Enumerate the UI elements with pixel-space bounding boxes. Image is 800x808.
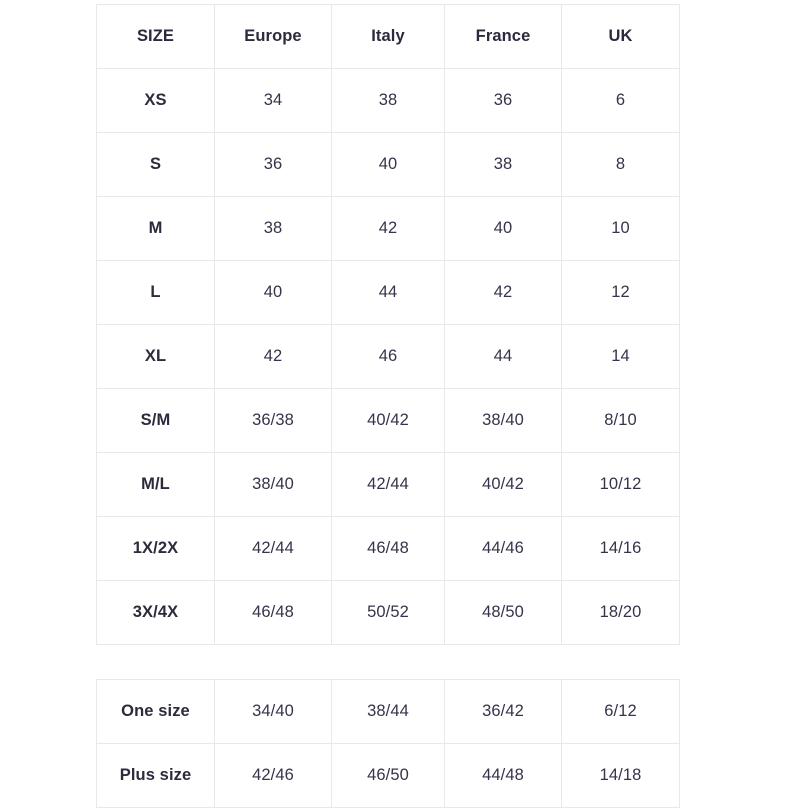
cell-italy: 42/44 (331, 452, 445, 517)
cell-size: XS (96, 68, 215, 133)
cell-uk: 6 (561, 68, 680, 133)
one-size-table: One size 34/40 38/44 36/42 6/12 Plus siz… (96, 679, 680, 808)
table-row: Plus size 42/46 46/50 44/48 14/18 (96, 743, 680, 808)
cell-europe: 42/46 (214, 743, 332, 808)
cell-italy: 38 (331, 68, 445, 133)
cell-france: 40/42 (444, 452, 562, 517)
cell-europe: 46/48 (214, 580, 332, 645)
table-header: SIZE Europe Italy France UK (96, 4, 680, 69)
table-body: XS 34 38 36 6 S 36 40 38 8 M 38 42 40 10 (96, 68, 680, 645)
cell-france: 36/42 (444, 679, 562, 744)
cell-italy: 40/42 (331, 388, 445, 453)
cell-uk: 18/20 (561, 580, 680, 645)
table-row: L 40 44 42 12 (96, 260, 680, 325)
table-body: One size 34/40 38/44 36/42 6/12 Plus siz… (96, 679, 680, 808)
cell-size: L (96, 260, 215, 325)
cell-italy: 46/48 (331, 516, 445, 581)
cell-france: 36 (444, 68, 562, 133)
cell-europe: 34 (214, 68, 332, 133)
standard-size-table: SIZE Europe Italy France UK XS 34 38 36 … (96, 4, 680, 645)
cell-france: 38 (444, 132, 562, 197)
cell-uk: 14/16 (561, 516, 680, 581)
cell-france: 44/46 (444, 516, 562, 581)
cell-italy: 46 (331, 324, 445, 389)
cell-size: Plus size (96, 743, 215, 808)
cell-size: S/M (96, 388, 215, 453)
cell-europe: 42 (214, 324, 332, 389)
cell-uk: 10 (561, 196, 680, 261)
column-header-europe: Europe (214, 4, 332, 69)
table-spacer (96, 645, 679, 679)
cell-uk: 14 (561, 324, 680, 389)
cell-italy: 38/44 (331, 679, 445, 744)
table-row: S 36 40 38 8 (96, 132, 680, 197)
cell-europe: 38/40 (214, 452, 332, 517)
table-row: 3X/4X 46/48 50/52 48/50 18/20 (96, 580, 680, 645)
cell-france: 42 (444, 260, 562, 325)
column-header-uk: UK (561, 4, 680, 69)
cell-europe: 42/44 (214, 516, 332, 581)
cell-europe: 34/40 (214, 679, 332, 744)
cell-uk: 10/12 (561, 452, 680, 517)
cell-uk: 6/12 (561, 679, 680, 744)
cell-france: 38/40 (444, 388, 562, 453)
cell-europe: 36 (214, 132, 332, 197)
table-row: One size 34/40 38/44 36/42 6/12 (96, 679, 680, 744)
cell-italy: 42 (331, 196, 445, 261)
cell-europe: 40 (214, 260, 332, 325)
cell-uk: 14/18 (561, 743, 680, 808)
cell-size: M (96, 196, 215, 261)
cell-size: 3X/4X (96, 580, 215, 645)
cell-size: One size (96, 679, 215, 744)
cell-france: 48/50 (444, 580, 562, 645)
cell-uk: 12 (561, 260, 680, 325)
cell-italy: 40 (331, 132, 445, 197)
header-row: SIZE Europe Italy France UK (96, 4, 680, 69)
cell-france: 40 (444, 196, 562, 261)
table-row: M/L 38/40 42/44 40/42 10/12 (96, 452, 680, 517)
table-row: M 38 42 40 10 (96, 196, 680, 261)
size-chart-container: SIZE Europe Italy France UK XS 34 38 36 … (96, 4, 680, 808)
table-row: S/M 36/38 40/42 38/40 8/10 (96, 388, 680, 453)
cell-size: S (96, 132, 215, 197)
column-header-italy: Italy (331, 4, 445, 69)
cell-france: 44/48 (444, 743, 562, 808)
cell-size: XL (96, 324, 215, 389)
cell-italy: 46/50 (331, 743, 445, 808)
cell-europe: 38 (214, 196, 332, 261)
cell-size: M/L (96, 452, 215, 517)
cell-france: 44 (444, 324, 562, 389)
column-header-france: France (444, 4, 562, 69)
table-row: XS 34 38 36 6 (96, 68, 680, 133)
cell-italy: 50/52 (331, 580, 445, 645)
cell-italy: 44 (331, 260, 445, 325)
cell-uk: 8 (561, 132, 680, 197)
cell-size: 1X/2X (96, 516, 215, 581)
column-header-size: SIZE (96, 4, 215, 69)
cell-europe: 36/38 (214, 388, 332, 453)
cell-uk: 8/10 (561, 388, 680, 453)
table-row: XL 42 46 44 14 (96, 324, 680, 389)
table-row: 1X/2X 42/44 46/48 44/46 14/16 (96, 516, 680, 581)
